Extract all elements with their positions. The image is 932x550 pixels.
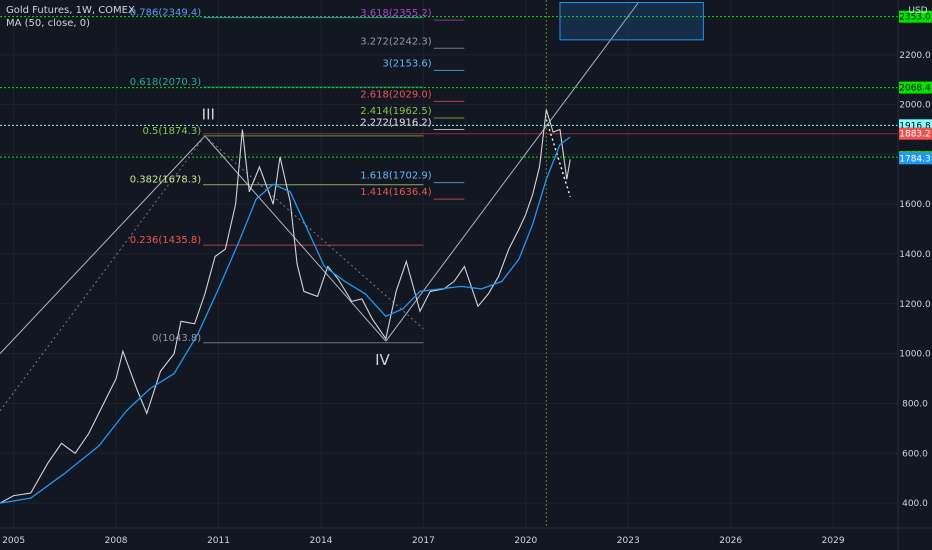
target-zone-box (559, 1, 704, 41)
fib-extension-label: 2.272(1916.2) (360, 117, 432, 128)
x-tick-label: 2029 (822, 536, 845, 546)
wave-labels: III IV (202, 106, 391, 369)
fib-retracement-label: 0.618(2070.3) (130, 77, 202, 88)
trend-line (385, 2, 639, 342)
chart-drawings (0, 0, 898, 528)
price-axis[interactable]: 400.0 600.0 800.0 1000.0 1200.0 1400.0 1600.0 1… (897, 0, 932, 550)
fib-retracement-label: 0(1043.8) (152, 333, 201, 344)
x-tick-label: 2005 (2, 536, 25, 546)
fib-labels: 0.786(2349.4) 0.618(2070.3) 0.5(1874.3) 0.3… (130, 8, 432, 344)
projection-line (545, 119, 571, 197)
fib-extension-label: 3.272(2242.3) (360, 36, 432, 47)
price-tag-label: 1883.2 (899, 130, 931, 140)
y-tick-label: 2000.0 (899, 101, 931, 111)
fib-extension-label: 2.414(1962.5) (360, 106, 432, 117)
symbol-title[interactable]: Gold Futures, 1W, COMEX (6, 5, 135, 16)
x-tick-label: 2020 (514, 536, 537, 546)
price-tag (899, 152, 932, 165)
price-tag-label: 2068.4 (899, 84, 931, 94)
trend-line-dotted (204, 135, 424, 330)
price-tag-label: 1784.3 (899, 154, 931, 164)
x-tick-label: 2011 (207, 536, 230, 546)
fib-retracement-label: 0.382(1678.3) (130, 175, 202, 186)
trend-line (0, 135, 206, 355)
fib-extension-label: 2.618(2029.0) (360, 89, 432, 100)
y-tick-label: 1400.0 (899, 250, 931, 260)
ma-indicator-label[interactable]: MA (50, close, 0) (6, 18, 91, 29)
x-tick-label: 2023 (617, 536, 640, 546)
fib-extension-label: 3(2153.6) (382, 58, 431, 69)
trend-line-dotted (0, 135, 206, 412)
fib-retracement-label: 0.786(2349.4) (130, 8, 202, 19)
y-tick-label: 800.0 (902, 399, 928, 409)
price-tag-label: 1916.8 (899, 121, 931, 131)
chart-legend: Gold Futures, 1W, COMEX MA (50, close, 0… (6, 4, 135, 30)
currency-label: USD (908, 6, 927, 16)
wave-label: IV (375, 351, 390, 369)
price-tag-label: 2353.0 (899, 13, 931, 23)
price-tag (899, 10, 932, 23)
y-tick-label: 1200.0 (899, 300, 931, 310)
y-tick-label: 400.0 (902, 499, 928, 509)
price-tag (899, 127, 932, 140)
x-tick-label: 2026 (719, 536, 742, 546)
price-tag (899, 81, 932, 94)
fib-extension-label: 1.618(1702.9) (360, 171, 432, 182)
y-tick-label: 600.0 (902, 449, 928, 459)
y-tick-label: 2200.0 (899, 51, 931, 61)
y-tick-label: 1600.0 (899, 200, 931, 210)
x-tick-label: 2017 (412, 536, 435, 546)
x-tick-label: 2014 (310, 536, 333, 546)
fib-retracement-label: 0.236(1435.8) (130, 235, 202, 246)
wave-label: III (202, 106, 215, 124)
fib-retracement-label: 0.5(1874.3) (142, 126, 201, 137)
price-line-series (0, 109, 571, 504)
x-tick-label: 2008 (105, 536, 128, 546)
chart-series (0, 109, 571, 504)
fib-extension-label: 1.414(1636.4) (360, 187, 432, 198)
fib-extension-label: 3.618(2355.2) (360, 8, 432, 19)
time-axis[interactable]: 2005 2008 2011 2014 2017 2020 2023 2026 2029 (0, 527, 932, 546)
y-tick-label: 1000.0 (899, 350, 931, 360)
trend-line (204, 135, 387, 342)
ma-line (0, 136, 571, 504)
